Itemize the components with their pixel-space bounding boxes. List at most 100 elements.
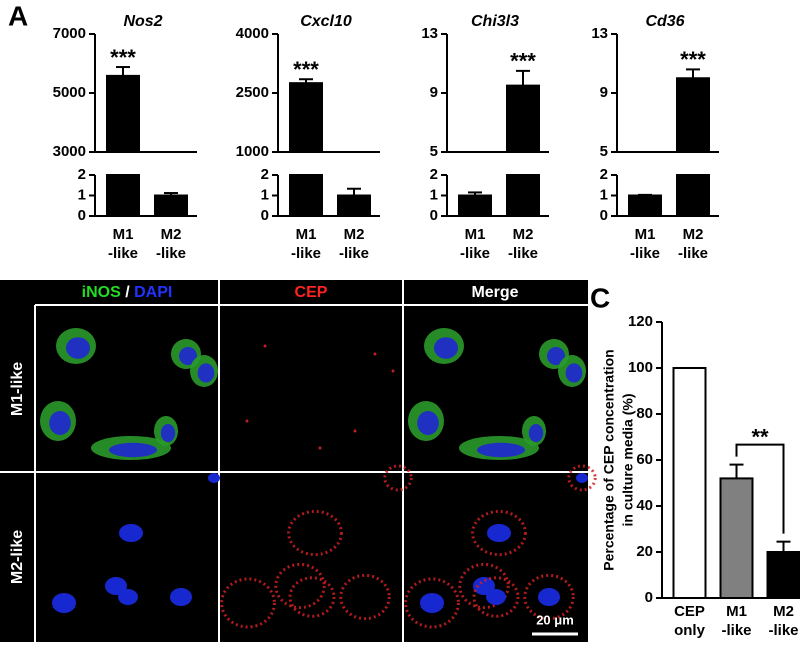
- nucleus: [576, 473, 588, 483]
- x-tick-line: M2: [773, 603, 794, 620]
- speckle: [245, 419, 249, 423]
- y-tick-label: 0: [261, 207, 269, 224]
- nucleus: [160, 424, 176, 442]
- bracket: [735, 443, 785, 534]
- x-tick-line: M2: [683, 226, 704, 243]
- significance: ***: [680, 47, 706, 72]
- y-tick-label: 5: [600, 143, 608, 160]
- nucleus: [473, 577, 495, 595]
- nucleus: [528, 424, 544, 442]
- y-tick-label: 1: [78, 186, 86, 203]
- x-tick-label: M1 -like: [630, 226, 660, 262]
- x-tick-line: -like: [339, 245, 369, 262]
- row-label: M2-like: [9, 530, 26, 584]
- y-tick-label: 2: [78, 166, 86, 183]
- bar: [506, 174, 540, 217]
- nucleus: [417, 411, 439, 435]
- y-tick-label: 2500: [236, 84, 269, 101]
- bar: [676, 174, 710, 217]
- chart-title: Cd36: [645, 13, 684, 30]
- x-tick-line: -like: [291, 245, 321, 262]
- bar: [628, 194, 662, 217]
- scale-label: 20 μm: [536, 612, 574, 627]
- speckle: [318, 446, 322, 450]
- nucleus: [565, 363, 583, 383]
- y-tick-label: 4000: [236, 25, 269, 42]
- y-tick-label: 1: [430, 186, 438, 203]
- nucleus: [170, 588, 192, 606]
- chart-title: Nos2: [123, 13, 162, 30]
- significance: ***: [510, 49, 536, 74]
- nucleus: [208, 473, 220, 483]
- y-tick-label: 0: [645, 589, 653, 606]
- nucleus: [487, 524, 511, 542]
- y-tick-label: 2: [261, 166, 269, 183]
- cytoplasm: [523, 573, 575, 621]
- cytoplasm: [404, 577, 460, 629]
- x-tick-line: -like: [630, 245, 660, 262]
- y-tick-label: 60: [636, 451, 653, 468]
- nucleus: [420, 593, 444, 613]
- x-tick-line: M1: [296, 226, 317, 243]
- y-tick-label: 13: [421, 25, 438, 42]
- x-tick-line: -like: [156, 245, 186, 262]
- y-tick-label: 3000: [53, 143, 86, 160]
- cytoplasm: [458, 562, 510, 610]
- x-tick-label: M1 -like: [108, 226, 138, 262]
- cytoplasm: [220, 577, 276, 629]
- x-tick-label: M2 -like: [508, 226, 538, 262]
- cytoplasm: [288, 576, 336, 618]
- x-tick-label: M1 -like: [721, 603, 751, 639]
- cytoplasm: [567, 464, 597, 492]
- bar: [506, 84, 540, 153]
- column-header: CEP: [295, 284, 328, 301]
- y-tick-label: 7000: [53, 25, 86, 42]
- significance: ***: [293, 57, 319, 82]
- bar: [672, 367, 707, 599]
- panel-label: C: [590, 282, 610, 313]
- nucleus: [109, 442, 157, 458]
- y-tick-label: 100: [628, 359, 653, 376]
- y-tick-label: 13: [591, 25, 608, 42]
- separator: /: [125, 284, 130, 301]
- y-axis-label: Percentage of CEP concentration: [601, 349, 617, 570]
- y-tick-label: 1: [261, 186, 269, 203]
- speckle: [263, 344, 267, 348]
- x-tick-line: M1: [113, 226, 134, 243]
- bar: [289, 82, 323, 153]
- x-tick-line: -like: [721, 622, 751, 639]
- bar: [106, 74, 140, 153]
- bar: [106, 174, 140, 217]
- panel-label: A: [8, 0, 28, 31]
- chart-title: Cxcl10: [300, 13, 352, 30]
- x-tick-label: M1 -like: [291, 226, 321, 262]
- column-header: Merge: [471, 284, 518, 301]
- y-tick-label: 9: [430, 84, 438, 101]
- bar: [154, 194, 188, 217]
- y-tick-label: 5000: [53, 84, 86, 101]
- micrographs: [40, 328, 597, 629]
- x-tick-label: M2 -like: [768, 603, 798, 639]
- speckle: [391, 369, 395, 373]
- cytoplasm: [274, 562, 326, 610]
- nucleus: [547, 347, 565, 365]
- stain: DAPI: [134, 284, 172, 301]
- chart-title: Chi3l3: [471, 13, 519, 30]
- x-tick-line: -like: [678, 245, 708, 262]
- nucleus: [197, 363, 215, 383]
- x-tick-line: M2: [513, 226, 534, 243]
- y-tick-label: 0: [600, 207, 608, 224]
- bar: [289, 174, 323, 217]
- x-tick-line: -like: [108, 245, 138, 262]
- x-tick-label: M1 -like: [460, 226, 490, 262]
- nucleus: [119, 524, 143, 542]
- nucleus: [486, 589, 506, 605]
- y-tick-label: 120: [628, 313, 653, 330]
- bar: [719, 477, 754, 599]
- nucleus: [49, 411, 71, 435]
- bar: [766, 551, 800, 599]
- bar: [337, 194, 371, 217]
- y-tick-label: 0: [78, 207, 86, 224]
- y-tick-label: 40: [636, 497, 653, 514]
